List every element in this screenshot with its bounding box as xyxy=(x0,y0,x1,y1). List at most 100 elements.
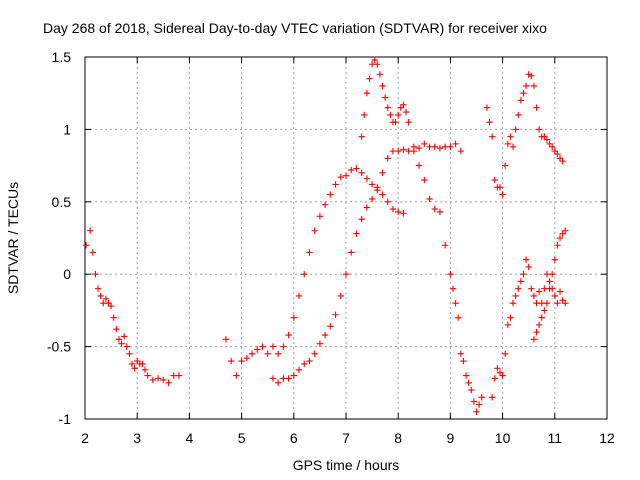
data-point xyxy=(285,375,292,382)
data-point xyxy=(538,314,545,321)
data-point xyxy=(520,90,527,97)
data-point xyxy=(522,256,530,263)
y-axis-label: SDTVAR / TECUs xyxy=(5,182,21,294)
data-point xyxy=(384,198,391,205)
data-point xyxy=(316,213,324,220)
data-point xyxy=(332,311,339,318)
data-point xyxy=(123,343,130,350)
y-tick-label: 1 xyxy=(63,121,71,137)
data-point xyxy=(363,204,371,211)
data-point xyxy=(120,333,128,340)
data-point xyxy=(530,336,538,343)
data-point xyxy=(447,271,454,278)
data-point xyxy=(562,227,569,234)
data-point xyxy=(551,292,558,300)
data-points xyxy=(82,56,569,415)
data-point xyxy=(233,372,240,379)
data-point xyxy=(160,376,167,384)
data-point xyxy=(89,249,97,256)
data-point xyxy=(543,136,551,143)
data-point xyxy=(154,375,162,382)
series-series-d xyxy=(483,71,566,198)
data-point xyxy=(113,326,120,333)
data-point xyxy=(462,372,470,379)
data-point xyxy=(311,227,318,234)
x-axis-label: GPS time / hours xyxy=(293,457,400,473)
data-point xyxy=(533,104,540,111)
data-point xyxy=(259,343,266,350)
data-point xyxy=(348,249,355,256)
data-point xyxy=(528,285,535,292)
data-point xyxy=(515,285,522,292)
data-point xyxy=(449,285,457,292)
data-point xyxy=(395,111,402,119)
data-point xyxy=(274,379,282,386)
y-tick-label: 0 xyxy=(63,266,71,282)
data-point xyxy=(381,94,389,101)
data-point xyxy=(447,143,454,150)
data-point xyxy=(541,307,548,314)
data-point xyxy=(515,111,522,119)
data-point xyxy=(337,173,344,181)
data-point xyxy=(400,101,407,108)
data-point xyxy=(374,184,381,191)
data-point xyxy=(546,278,553,285)
x-tick-label: 10 xyxy=(495,430,511,446)
data-point xyxy=(525,263,532,271)
data-point xyxy=(554,299,561,307)
data-point xyxy=(144,372,151,379)
series-early xyxy=(82,227,183,386)
data-point xyxy=(379,191,386,198)
data-point xyxy=(512,126,519,133)
data-point xyxy=(395,147,402,155)
data-point xyxy=(368,195,376,203)
data-point xyxy=(431,205,438,213)
data-point xyxy=(92,271,99,278)
data-point xyxy=(431,143,438,150)
data-point xyxy=(361,111,368,119)
data-point xyxy=(295,366,303,373)
data-point xyxy=(473,408,480,415)
data-point xyxy=(131,365,138,372)
data-point xyxy=(452,140,459,148)
data-point xyxy=(353,230,360,237)
data-point xyxy=(285,331,292,339)
data-point xyxy=(436,145,444,152)
data-point xyxy=(363,175,371,182)
data-point xyxy=(321,331,329,339)
data-point xyxy=(306,357,313,365)
data-point xyxy=(517,97,525,104)
data-point xyxy=(374,61,381,68)
y-tick-label: -1 xyxy=(59,411,72,427)
x-tick-label: 5 xyxy=(238,430,246,446)
y-tick-label: -0.5 xyxy=(47,339,71,355)
data-point xyxy=(556,288,564,295)
data-point xyxy=(254,346,261,353)
data-point xyxy=(465,379,472,386)
data-point xyxy=(392,118,399,126)
data-point xyxy=(395,208,402,216)
data-point xyxy=(551,256,558,263)
data-point xyxy=(488,394,496,401)
data-point xyxy=(502,350,509,358)
data-point xyxy=(402,108,410,116)
data-point xyxy=(264,350,271,358)
data-point xyxy=(387,111,394,119)
data-point xyxy=(358,169,365,177)
data-point xyxy=(470,398,478,405)
data-point xyxy=(348,166,355,174)
data-point xyxy=(379,82,386,90)
y-tick-label: 1.5 xyxy=(52,49,72,65)
data-point xyxy=(504,140,512,148)
data-point xyxy=(478,394,485,401)
data-point xyxy=(118,340,125,347)
series-series-a xyxy=(222,165,407,379)
data-point xyxy=(507,314,514,321)
data-point xyxy=(301,360,308,368)
data-point xyxy=(165,379,172,386)
data-point xyxy=(520,271,527,278)
data-point xyxy=(332,181,339,188)
data-point xyxy=(327,323,334,330)
data-point xyxy=(559,158,566,165)
